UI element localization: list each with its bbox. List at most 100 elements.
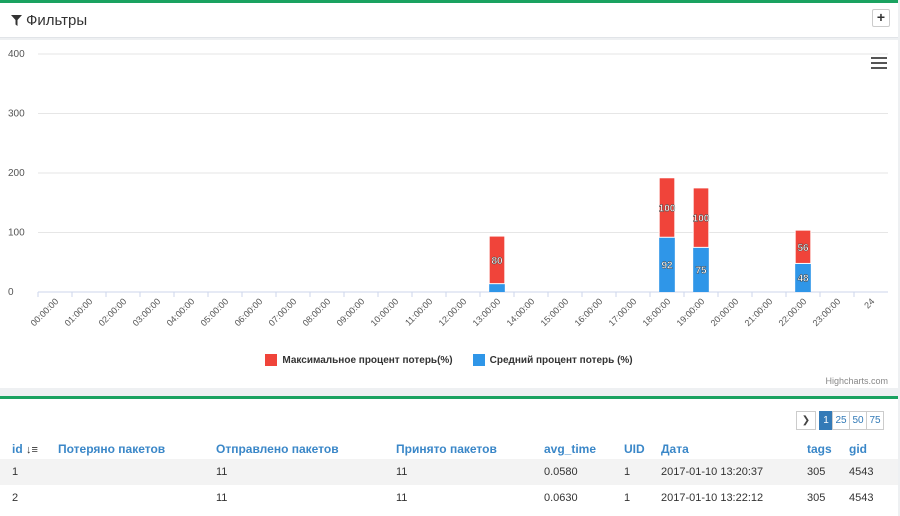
- column-header-date[interactable]: Дата: [661, 442, 689, 456]
- data-label-max: 100: [693, 214, 710, 225]
- table-row[interactable]: 2 11 11 0.0630 1 2017-01-10 13:22:12 305…: [0, 485, 898, 511]
- x-tick-label: 05:00:00: [199, 296, 231, 328]
- cell-date: 2017-01-10 13:22:12: [649, 485, 795, 511]
- y-tick-label: 300: [8, 109, 25, 120]
- table-header-row: id ↓≡ Потеряно пакетов Отправлено пакето…: [0, 439, 898, 459]
- x-tick-label: 09:00:00: [335, 296, 367, 328]
- data-label-avg: 92: [661, 261, 673, 272]
- bar-avg-loss: [795, 263, 811, 292]
- bar-avg-loss: [659, 237, 675, 292]
- cell-received: 11: [384, 485, 532, 511]
- x-tick-label: 00:00:00: [29, 296, 61, 328]
- column-header-uid[interactable]: UID: [624, 442, 645, 456]
- x-tick-label: 22:00:00: [777, 296, 809, 328]
- chart-credits[interactable]: Highcharts.com: [825, 376, 888, 386]
- x-tick-label: 07:00:00: [267, 296, 299, 328]
- filter-icon: [11, 15, 22, 26]
- x-tick-label: 20:00:00: [709, 296, 741, 328]
- column-header-avg-time[interactable]: avg_time: [544, 442, 597, 456]
- bar-max-loss: [488, 235, 506, 285]
- loss-chart: 0 100 200 300 400 00:00:00 01:00:00 02:00:00 03:…: [8, 49, 888, 328]
- x-tick-label: 08:00:00: [301, 296, 333, 328]
- x-tick-label: 10:00:00: [369, 296, 401, 328]
- legend-item-max-loss[interactable]: Максимальное процент потерь(%): [265, 354, 453, 366]
- data-label-max: 56: [797, 243, 809, 254]
- cell-date: 2017-01-10 13:20:37: [649, 459, 795, 485]
- data-label-max: 100: [659, 204, 676, 215]
- column-header-received[interactable]: Принято пакетов: [396, 442, 497, 456]
- filters-title-text: Фильтры: [26, 12, 88, 29]
- cell-gid: 4543: [837, 485, 898, 511]
- x-tick-label: 04:00:00: [165, 296, 197, 328]
- data-label-avg: 75: [695, 266, 707, 277]
- x-tick-label: 18:00:00: [641, 296, 673, 328]
- page-size-option[interactable]: 50: [849, 411, 867, 430]
- x-tick-label: 06:00:00: [233, 296, 265, 328]
- bar-max-loss: [658, 177, 676, 238]
- x-tick-label: 15:00:00: [539, 296, 571, 328]
- column-header-gid[interactable]: gid: [849, 442, 867, 456]
- x-tick-label: 19:00:00: [675, 296, 707, 328]
- bar-max-loss: [794, 229, 812, 264]
- y-tick-label: 0: [8, 287, 14, 298]
- x-tick-label: 02:00:00: [97, 296, 129, 328]
- column-header-id[interactable]: id ↓≡: [12, 442, 38, 456]
- legend-label-max: Максимальное процент потерь(%): [282, 354, 453, 366]
- y-tick-label: 100: [8, 228, 25, 239]
- cell-avg-time: 0.0580: [532, 459, 612, 485]
- bar-avg-loss: [489, 283, 505, 292]
- bar-max-loss: [692, 187, 710, 248]
- x-tick-label: 12:00:00: [437, 296, 469, 328]
- data-label-avg: 48: [797, 274, 809, 285]
- x-tick-label: 13:00:00: [471, 296, 503, 328]
- x-tick-label: 03:00:00: [131, 296, 163, 328]
- legend-swatch-avg: [472, 354, 485, 366]
- filters-panel: Фильтры +: [0, 0, 898, 38]
- y-tick-label: 400: [8, 49, 25, 60]
- x-tick-label: 17:00:00: [607, 296, 639, 328]
- cell-received: 11: [384, 459, 532, 485]
- grid-panel: ❯ 1 25 50 75 id ↓≡ Потеряно пакетов Отпр…: [0, 396, 898, 516]
- cell-gid: 4543: [837, 459, 898, 485]
- y-tick-label: 200: [8, 168, 25, 179]
- cell-avg-time: 0.0630: [532, 485, 612, 511]
- results-table: id ↓≡ Потеряно пакетов Отправлено пакето…: [0, 439, 898, 511]
- x-tick-label: 11:00:00: [403, 296, 434, 327]
- chart-panel: 0 100 200 300 400 00:00:00 01:00:00 02:00:00 03:…: [0, 40, 898, 388]
- legend-swatch-max: [265, 354, 278, 366]
- cell-tags: 305: [795, 485, 837, 511]
- x-tick-label: 14:00:00: [505, 296, 537, 328]
- cell-uid: 1: [612, 459, 649, 485]
- data-label-max: 80: [491, 256, 503, 267]
- cell-lost: [46, 459, 204, 485]
- legend-label-avg: Средний процент потерь (%): [489, 354, 633, 366]
- x-tick-label: 23:00:00: [811, 296, 843, 328]
- cell-id: 1: [0, 459, 46, 485]
- column-header-lost[interactable]: Потеряно пакетов: [58, 442, 166, 456]
- legend-item-avg-loss[interactable]: Средний процент потерь (%): [472, 354, 633, 366]
- x-tick-label: 16:00:00: [573, 296, 605, 328]
- add-filter-button[interactable]: +: [872, 9, 890, 27]
- x-tick-label: 24: [862, 296, 876, 310]
- bar-avg-loss: [693, 247, 709, 292]
- cell-sent: 11: [204, 485, 384, 511]
- page-size-pager: ❯ 1 25 50 75: [796, 411, 884, 430]
- chart-menu-icon[interactable]: [871, 57, 887, 69]
- page-size-option[interactable]: 1: [819, 411, 833, 430]
- page-size-option[interactable]: 25: [832, 411, 850, 430]
- page-size-option[interactable]: 75: [866, 411, 884, 430]
- table-row[interactable]: 1 11 11 0.0580 1 2017-01-10 13:20:37 305…: [0, 459, 898, 485]
- column-header-sent[interactable]: Отправлено пакетов: [216, 442, 339, 456]
- chart-legend: Максимальное процент потерь(%) Средний п…: [0, 354, 898, 366]
- filters-panel-title[interactable]: Фильтры: [11, 12, 87, 29]
- cell-uid: 1: [612, 485, 649, 511]
- column-header-tags[interactable]: tags: [807, 442, 832, 456]
- cell-lost: [46, 485, 204, 511]
- chevron-down-icon[interactable]: ❯: [796, 411, 816, 430]
- cell-tags: 305: [795, 459, 837, 485]
- sort-desc-icon: ↓≡: [26, 444, 38, 456]
- cell-sent: 11: [204, 459, 384, 485]
- x-tick-label: 01:00:00: [63, 296, 95, 328]
- x-tick-label: 21:00:00: [743, 296, 775, 328]
- cell-id: 2: [0, 485, 46, 511]
